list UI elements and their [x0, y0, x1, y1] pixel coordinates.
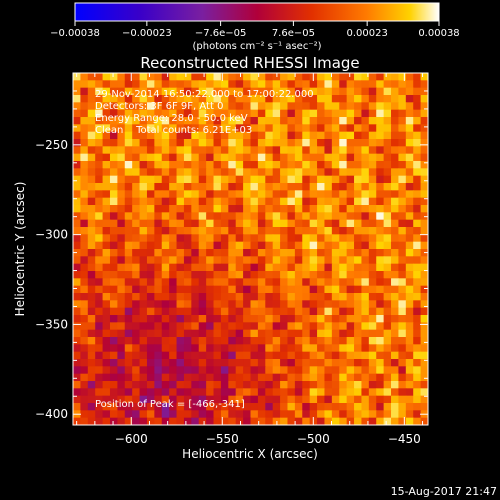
annotation-block: 29-Nov-2014 16:50:22.000 to 17:00:22.000…: [95, 89, 314, 136]
x-tick-label: −500: [297, 432, 330, 446]
annotation-total-counts: Clean Total counts: 6.21E+03: [95, 125, 252, 136]
y-axis-label: Heliocentric Y (arcsec): [13, 182, 27, 317]
colorbar: −0.00038 −0.00023 −7.6e−05 7.6e−05 0.00023 0.…: [50, 2, 460, 52]
y-tick-label: −300: [35, 228, 68, 242]
y-tick-label: −400: [35, 407, 68, 421]
heatmap-image: [73, 73, 428, 425]
x-tick-label: −600: [115, 432, 148, 446]
y-axis: −250 −300 −350 −400: [35, 90, 428, 421]
peak-position-label: Position of Peak = [-466,-341]: [95, 399, 245, 410]
y-tick-label: −350: [35, 317, 68, 331]
x-tick-label: −450: [388, 432, 421, 446]
colorbar-gradient: [74, 2, 440, 22]
colorbar-ticks: −0.00038 −0.00023 −7.6e−05 7.6e−05 0.00023 0.…: [50, 21, 460, 39]
colorbar-tick-label: −0.00038: [50, 28, 100, 39]
colorbar-tick-label: −0.00023: [122, 28, 172, 39]
x-axis-label: Heliocentric X (arcsec): [182, 447, 318, 461]
plot-frame: [72, 72, 429, 426]
annotation-detectors: Detectors: 3F 6F 9F, Att 0: [95, 101, 223, 112]
colorbar-tick-label: −7.6e−05: [195, 28, 247, 39]
colorbar-tick-label: 0.00038: [418, 28, 459, 39]
colorbar-tick-label: 0.00023: [346, 28, 387, 39]
x-tick-label: −550: [206, 432, 239, 446]
colorbar-units-label: (photons cm⁻² s⁻¹ asec⁻²): [192, 41, 321, 52]
y-tick-label: −250: [35, 138, 68, 152]
annotation-energy-range: Energy Range: 28.0 - 50.0 keV: [95, 113, 248, 124]
footer-timestamp: 15-Aug-2017 21:47: [391, 485, 497, 498]
colorbar-tick-label: 7.6e−05: [272, 28, 315, 39]
annotation-time-range: 29-Nov-2014 16:50:22.000 to 17:00:22.000: [95, 89, 314, 100]
chart-title: Reconstructed RHESSI Image: [140, 54, 359, 72]
x-axis: −600 −550 −500 −450: [76, 73, 424, 446]
